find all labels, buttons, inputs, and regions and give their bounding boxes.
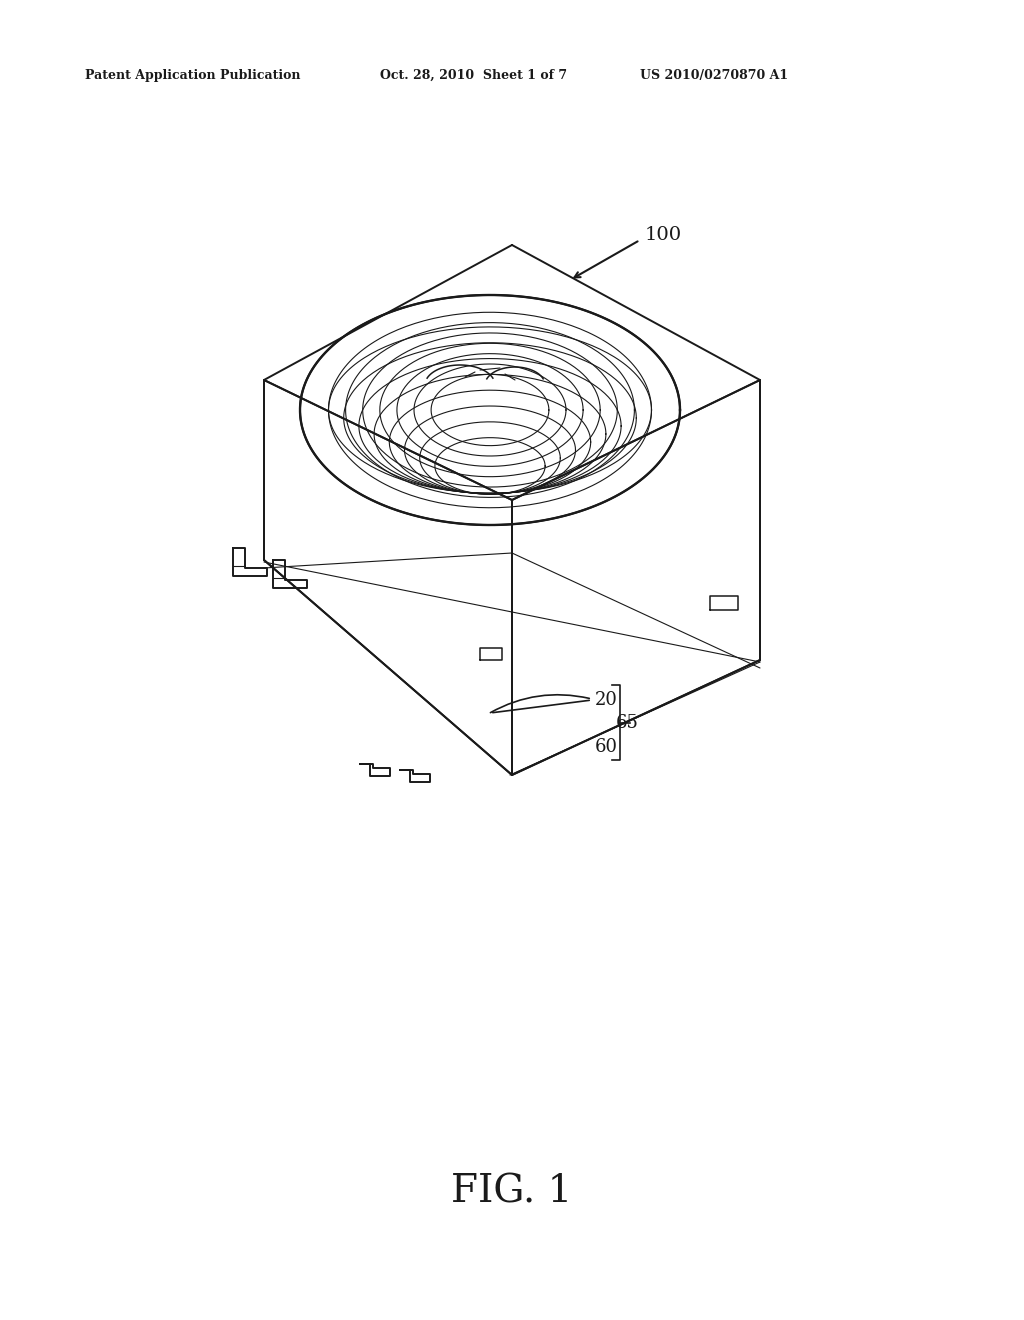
- Text: FIG. 1: FIG. 1: [452, 1173, 572, 1210]
- Text: 65: 65: [616, 714, 639, 733]
- Text: Patent Application Publication: Patent Application Publication: [85, 69, 300, 82]
- Text: US 2010/0270870 A1: US 2010/0270870 A1: [640, 69, 788, 82]
- Text: 20: 20: [595, 690, 617, 709]
- FancyArrowPatch shape: [490, 694, 589, 713]
- Text: 100: 100: [645, 226, 682, 244]
- Text: Oct. 28, 2010  Sheet 1 of 7: Oct. 28, 2010 Sheet 1 of 7: [380, 69, 567, 82]
- Text: 60: 60: [595, 738, 618, 756]
